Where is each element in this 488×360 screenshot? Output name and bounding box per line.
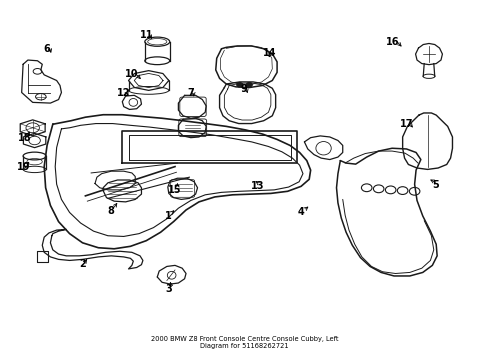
- Text: 16: 16: [386, 37, 399, 47]
- Circle shape: [246, 83, 252, 87]
- Text: 10: 10: [125, 69, 139, 79]
- Text: 9: 9: [240, 84, 246, 94]
- Text: 19: 19: [17, 162, 31, 172]
- Text: 3: 3: [165, 284, 172, 294]
- Text: 6: 6: [43, 44, 50, 54]
- Text: 17: 17: [399, 119, 412, 129]
- Text: 15: 15: [168, 185, 182, 195]
- Text: 8: 8: [107, 206, 114, 216]
- Text: 13: 13: [251, 181, 264, 192]
- Text: 4: 4: [297, 207, 304, 217]
- Text: 7: 7: [187, 87, 194, 98]
- Text: 14: 14: [262, 48, 276, 58]
- Text: 18: 18: [18, 133, 32, 143]
- Text: 12: 12: [117, 87, 130, 98]
- Circle shape: [236, 83, 242, 87]
- Text: 1: 1: [164, 211, 171, 221]
- Text: 5: 5: [431, 180, 438, 190]
- Text: 11: 11: [139, 30, 153, 40]
- Text: 2000 BMW Z8 Front Console Centre Console Cubby, Left
Diagram for 51168262721: 2000 BMW Z8 Front Console Centre Console…: [150, 336, 338, 348]
- Text: 2: 2: [79, 259, 86, 269]
